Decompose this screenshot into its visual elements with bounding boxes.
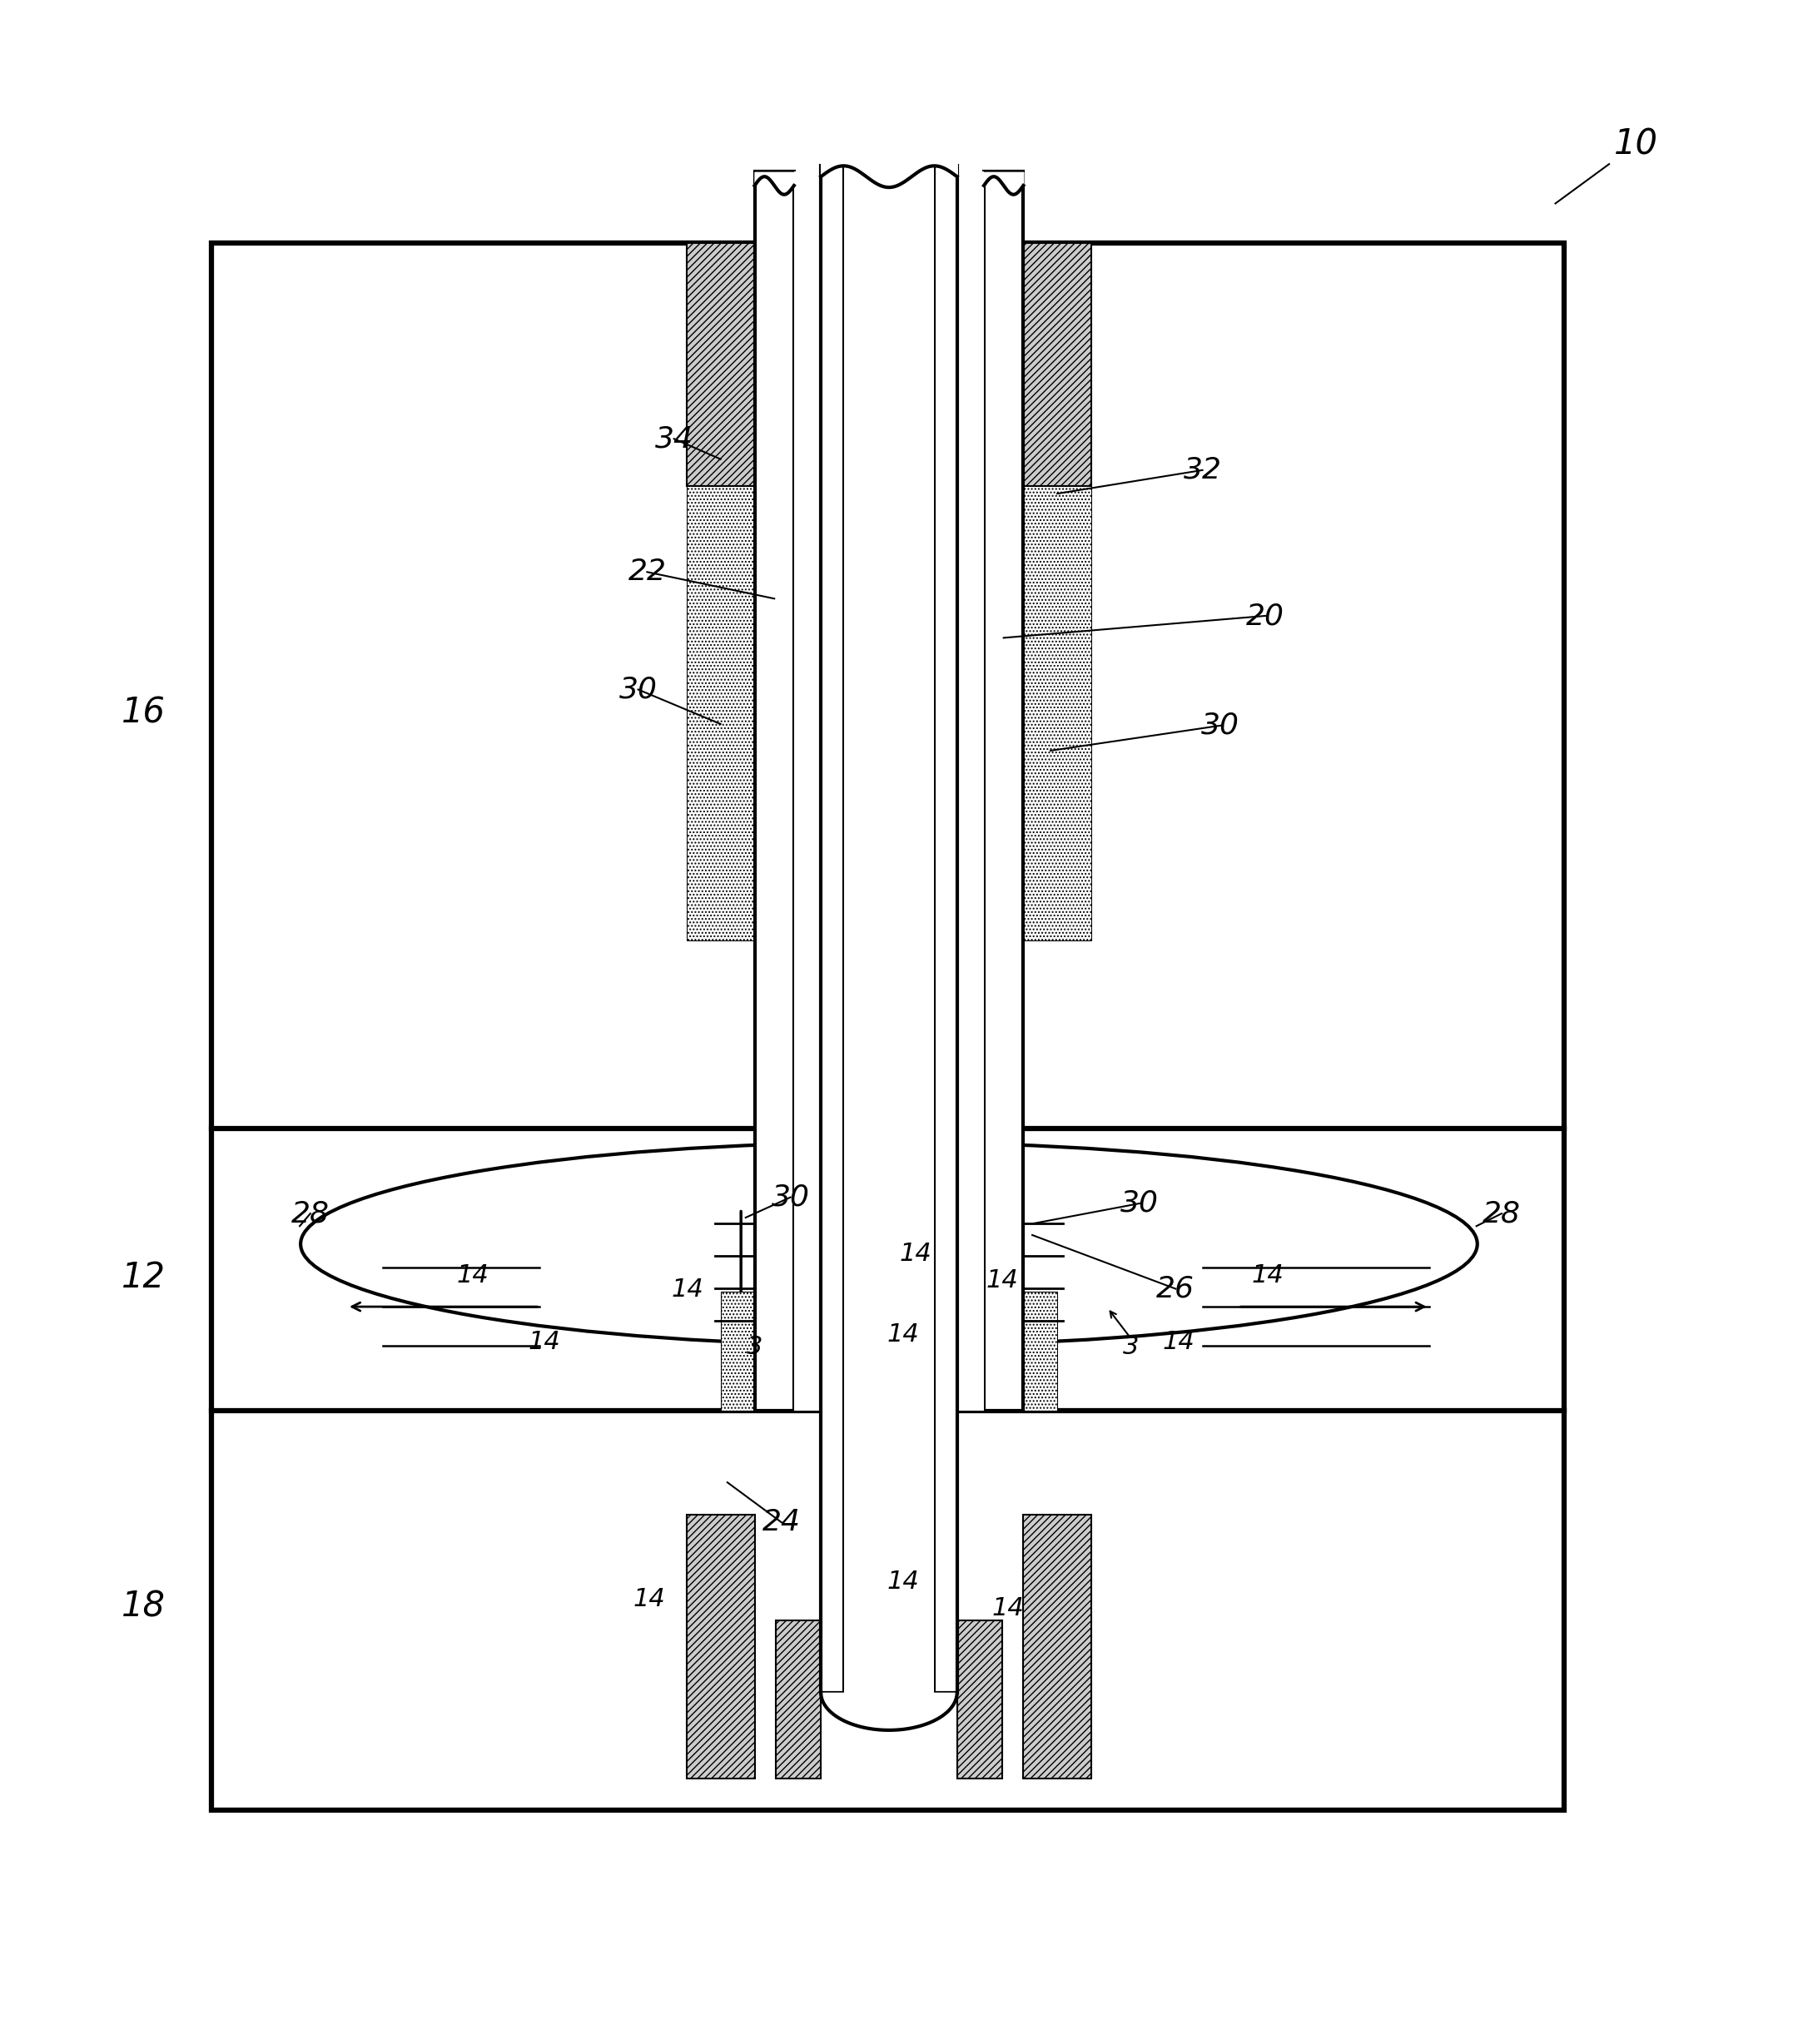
Text: 14: 14: [986, 1269, 1019, 1292]
Bar: [844, 166, 934, 1692]
Text: 34: 34: [654, 425, 692, 454]
Text: 30: 30: [618, 675, 658, 703]
Text: 26: 26: [1156, 1275, 1195, 1302]
Text: 14: 14: [900, 1241, 932, 1265]
Bar: [820, 166, 844, 1692]
Text: 30: 30: [1201, 711, 1239, 740]
Text: 3: 3: [746, 1335, 763, 1359]
Text: 12: 12: [121, 1259, 166, 1294]
Bar: [844, 166, 934, 1692]
Text: 28: 28: [290, 1200, 330, 1228]
Bar: [721, 1292, 755, 1410]
Text: 20: 20: [1246, 601, 1284, 630]
Polygon shape: [820, 1692, 957, 1729]
Bar: [984, 172, 1024, 1410]
Text: 14: 14: [1163, 1331, 1194, 1355]
Bar: [775, 1621, 820, 1778]
Text: 3: 3: [1123, 1335, 1139, 1359]
Bar: [755, 172, 793, 1410]
Text: 14: 14: [887, 1322, 920, 1347]
Text: 14: 14: [992, 1596, 1024, 1621]
Bar: [1024, 1515, 1091, 1778]
Bar: [957, 1621, 1002, 1778]
Bar: [793, 172, 984, 1410]
Bar: [793, 172, 984, 1410]
Text: 18: 18: [121, 1588, 166, 1623]
Text: 28: 28: [1482, 1200, 1520, 1228]
Bar: [687, 243, 755, 486]
Text: 16: 16: [121, 695, 166, 730]
Bar: [1024, 486, 1091, 940]
Text: 14: 14: [528, 1331, 561, 1355]
Text: 14: 14: [1251, 1263, 1284, 1288]
Text: 14: 14: [633, 1588, 665, 1611]
Text: 14: 14: [887, 1570, 920, 1594]
Text: 14: 14: [671, 1278, 703, 1302]
Bar: [687, 486, 755, 940]
Text: 30: 30: [1121, 1190, 1159, 1218]
Bar: [1024, 243, 1091, 486]
Text: 30: 30: [772, 1183, 810, 1212]
Bar: [1024, 1292, 1057, 1410]
Text: 14: 14: [456, 1263, 489, 1288]
Bar: [934, 166, 957, 1692]
Text: 24: 24: [763, 1508, 801, 1537]
Text: 32: 32: [1183, 456, 1222, 484]
Text: 10: 10: [1614, 127, 1659, 161]
Text: 22: 22: [627, 558, 667, 587]
Bar: [211, 243, 1565, 1811]
Bar: [687, 1515, 755, 1778]
